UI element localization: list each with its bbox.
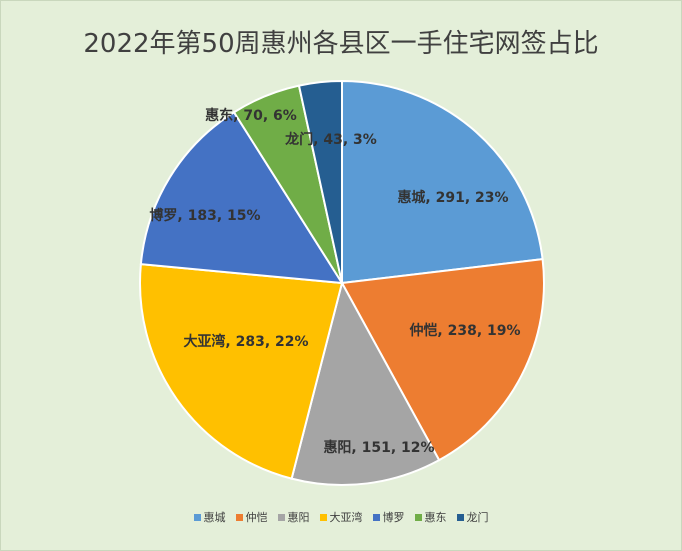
legend-swatch — [277, 513, 285, 521]
legend-item-2: 仲恺 — [235, 509, 268, 525]
pie-slice-1 — [341, 79, 544, 285]
pie-slice-4 — [139, 263, 344, 480]
legend-label: 龙门 — [466, 511, 489, 524]
legend-swatch — [372, 513, 380, 521]
legend-swatch — [456, 513, 464, 521]
data-label-7: 龙门, 43, 3% — [284, 131, 377, 148]
legend-item-4: 大亚湾 — [319, 509, 363, 525]
pie-slice-3 — [290, 280, 441, 486]
legend: 惠城 仲恺 惠阳 大亚湾 博罗 惠东 龙门 — [1, 509, 681, 525]
legend-label: 惠东 — [424, 511, 447, 524]
legend-item-6: 惠东 — [414, 509, 447, 525]
legend-item-1: 惠城 — [193, 509, 226, 525]
legend-label: 仲恺 — [245, 511, 268, 524]
legend-swatch — [235, 513, 243, 521]
legend-swatch — [414, 513, 422, 521]
legend-label: 大亚湾 — [329, 511, 363, 524]
legend-item-3: 惠阳 — [277, 509, 310, 525]
legend-label: 惠阳 — [287, 511, 310, 524]
legend-swatch — [319, 513, 327, 521]
data-label-2: 仲恺, 238, 19% — [409, 322, 520, 339]
chart-title: 2022年第50周惠州各县区一手住宅网签占比 — [83, 29, 599, 59]
data-label-1: 惠城, 291, 23% — [397, 189, 508, 206]
legend-swatch — [193, 513, 201, 521]
legend-label: 惠城 — [203, 511, 226, 524]
legend-item-5: 博罗 — [372, 509, 405, 525]
legend-label: 博罗 — [382, 511, 405, 524]
data-label-3: 惠阳, 151, 12% — [323, 439, 434, 456]
data-label-4: 大亚湾, 283, 22% — [183, 333, 308, 350]
data-label-6: 惠东, 70, 6% — [205, 107, 297, 124]
data-label-5: 博罗, 183, 15% — [149, 207, 260, 224]
pie-slice-2 — [340, 258, 545, 462]
pie-slice-7 — [297, 79, 343, 284]
legend-item-7: 龙门 — [456, 509, 489, 525]
pie-slice-5 — [139, 110, 344, 285]
